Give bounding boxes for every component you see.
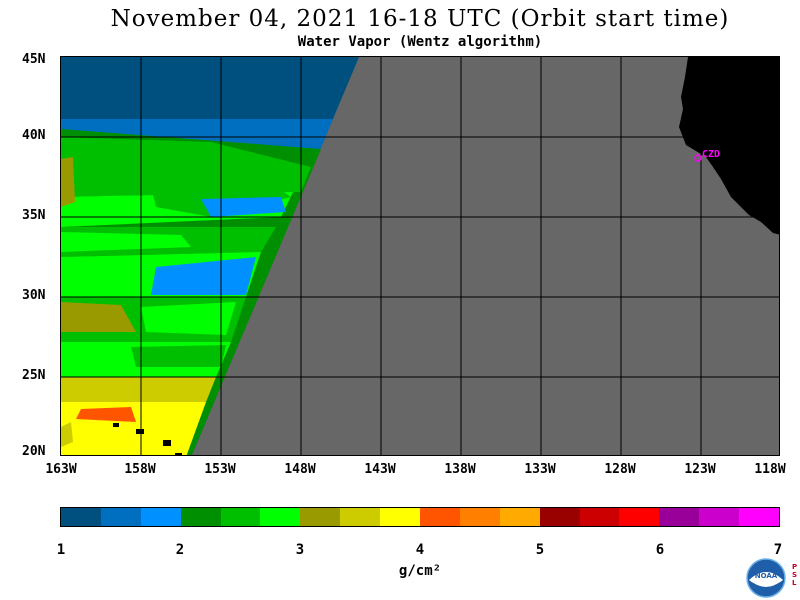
colorbar-segment [739, 508, 780, 526]
lat-lon-grid [61, 57, 779, 455]
colorbar-segment [180, 508, 221, 526]
colorbar-segment [619, 508, 660, 526]
colorbar-segment [100, 508, 141, 526]
colorbar-tick-6: 6 [655, 542, 665, 558]
psl-letter-l: L [792, 579, 797, 587]
lon-label-163w: 163W [45, 462, 77, 477]
colorbar-segment [340, 508, 381, 526]
islands [113, 423, 182, 455]
colorbar-segment [459, 508, 500, 526]
colorbar-tick-2: 2 [175, 542, 185, 558]
lon-label-133w: 133W [524, 462, 556, 477]
colorbar-tick-5: 5 [535, 542, 545, 558]
lon-label-128w: 128W [604, 462, 636, 477]
lon-label-153w: 153W [204, 462, 236, 477]
lat-label-35n: 35N [22, 208, 46, 223]
colorbar-tick-3: 3 [295, 542, 305, 558]
lon-label-158w: 158W [124, 462, 156, 477]
colorbar-segment [539, 508, 580, 526]
chart-subtitle: Water Vapor (Wentz algorithm) [297, 34, 543, 50]
colorbar-segment [579, 508, 620, 526]
station-marker [694, 154, 702, 162]
colorbar-segment [380, 508, 421, 526]
lon-label-148w: 148W [284, 462, 316, 477]
noaa-logo-icon: NOAA [746, 558, 786, 598]
lon-label-143w: 143W [364, 462, 396, 477]
lon-label-118w: 118W [754, 462, 786, 477]
lat-label-45n: 45N [22, 52, 46, 67]
colorbar-segment [140, 508, 181, 526]
lat-label-25n: 25N [22, 368, 46, 383]
colorbar-segment [699, 508, 740, 526]
lat-label-20n: 20N [22, 444, 46, 459]
lat-label-40n: 40N [22, 128, 46, 143]
lat-label-30n: 30N [22, 288, 46, 303]
colorbar-segment [420, 508, 460, 526]
colorbar-tick-7: 7 [773, 542, 783, 558]
land-mass [679, 57, 779, 235]
psl-letter-s: S [792, 571, 798, 579]
vapor-swath [61, 57, 359, 455]
colorbar-segment [220, 508, 261, 526]
lon-label-123w: 123W [684, 462, 716, 477]
logo-text: NOAA [755, 572, 778, 580]
colorbar-tick-4: 4 [415, 542, 425, 558]
colorbar [60, 507, 780, 527]
colorbar-segment [260, 508, 301, 526]
colorbar-unit: g/cm² [398, 563, 442, 579]
lon-label-138w: 138W [444, 462, 476, 477]
water-vapor-map: CZD [61, 57, 779, 455]
psl-letter-p: P [792, 563, 798, 571]
map-panel: CZD [60, 56, 780, 456]
psl-mark: P S L [792, 563, 797, 587]
colorbar-segment [61, 508, 101, 526]
colorbar-segment [659, 508, 700, 526]
colorbar-segment [499, 508, 540, 526]
chart-title: November 04, 2021 16-18 UTC (Orbit start… [110, 6, 730, 32]
colorbar-tick-1: 1 [56, 542, 66, 558]
station-label: CZD [702, 149, 720, 160]
colorbar-segment [300, 508, 341, 526]
